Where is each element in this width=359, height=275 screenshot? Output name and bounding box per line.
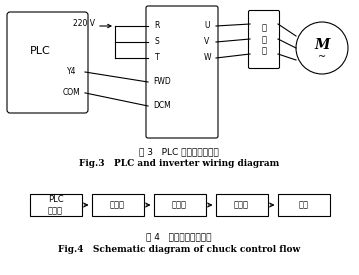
Circle shape <box>296 22 348 74</box>
Text: 220 V: 220 V <box>73 18 95 28</box>
Text: M: M <box>314 38 330 52</box>
Text: 变频器: 变频器 <box>110 200 125 210</box>
Text: 卡盘: 卡盘 <box>298 200 308 210</box>
FancyBboxPatch shape <box>29 194 81 216</box>
Text: Fig.3   PLC and inverter wiring diagram: Fig.3 PLC and inverter wiring diagram <box>79 160 279 169</box>
FancyBboxPatch shape <box>92 194 144 216</box>
Text: COM: COM <box>62 88 80 97</box>
FancyBboxPatch shape <box>146 6 218 138</box>
Text: U: U <box>204 21 210 31</box>
FancyBboxPatch shape <box>154 194 205 216</box>
Text: T: T <box>155 54 159 62</box>
Text: 图 3   PLC 与变频器接线图: 图 3 PLC 与变频器接线图 <box>139 147 219 156</box>
FancyBboxPatch shape <box>248 10 280 68</box>
Text: W: W <box>203 54 211 62</box>
FancyBboxPatch shape <box>215 194 267 216</box>
Text: 继电器: 继电器 <box>172 200 187 210</box>
Text: V: V <box>204 37 210 46</box>
Text: R: R <box>154 21 160 31</box>
Text: 继
电
器: 继 电 器 <box>261 23 266 56</box>
Text: S: S <box>155 37 159 46</box>
Text: Y4: Y4 <box>67 67 76 76</box>
Text: FWD: FWD <box>153 78 171 87</box>
Text: 图 4   卡盘控制流程示意: 图 4 卡盘控制流程示意 <box>146 232 212 241</box>
FancyBboxPatch shape <box>7 12 88 113</box>
Text: Fig.4   Schematic diagram of chuck control flow: Fig.4 Schematic diagram of chuck control… <box>58 246 300 254</box>
Text: PLC
控制器: PLC 控制器 <box>48 195 63 215</box>
Text: DCM: DCM <box>153 101 171 111</box>
Text: PLC: PLC <box>30 46 50 56</box>
Text: ~: ~ <box>318 52 326 62</box>
FancyBboxPatch shape <box>278 194 330 216</box>
Text: 电动机: 电动机 <box>234 200 249 210</box>
